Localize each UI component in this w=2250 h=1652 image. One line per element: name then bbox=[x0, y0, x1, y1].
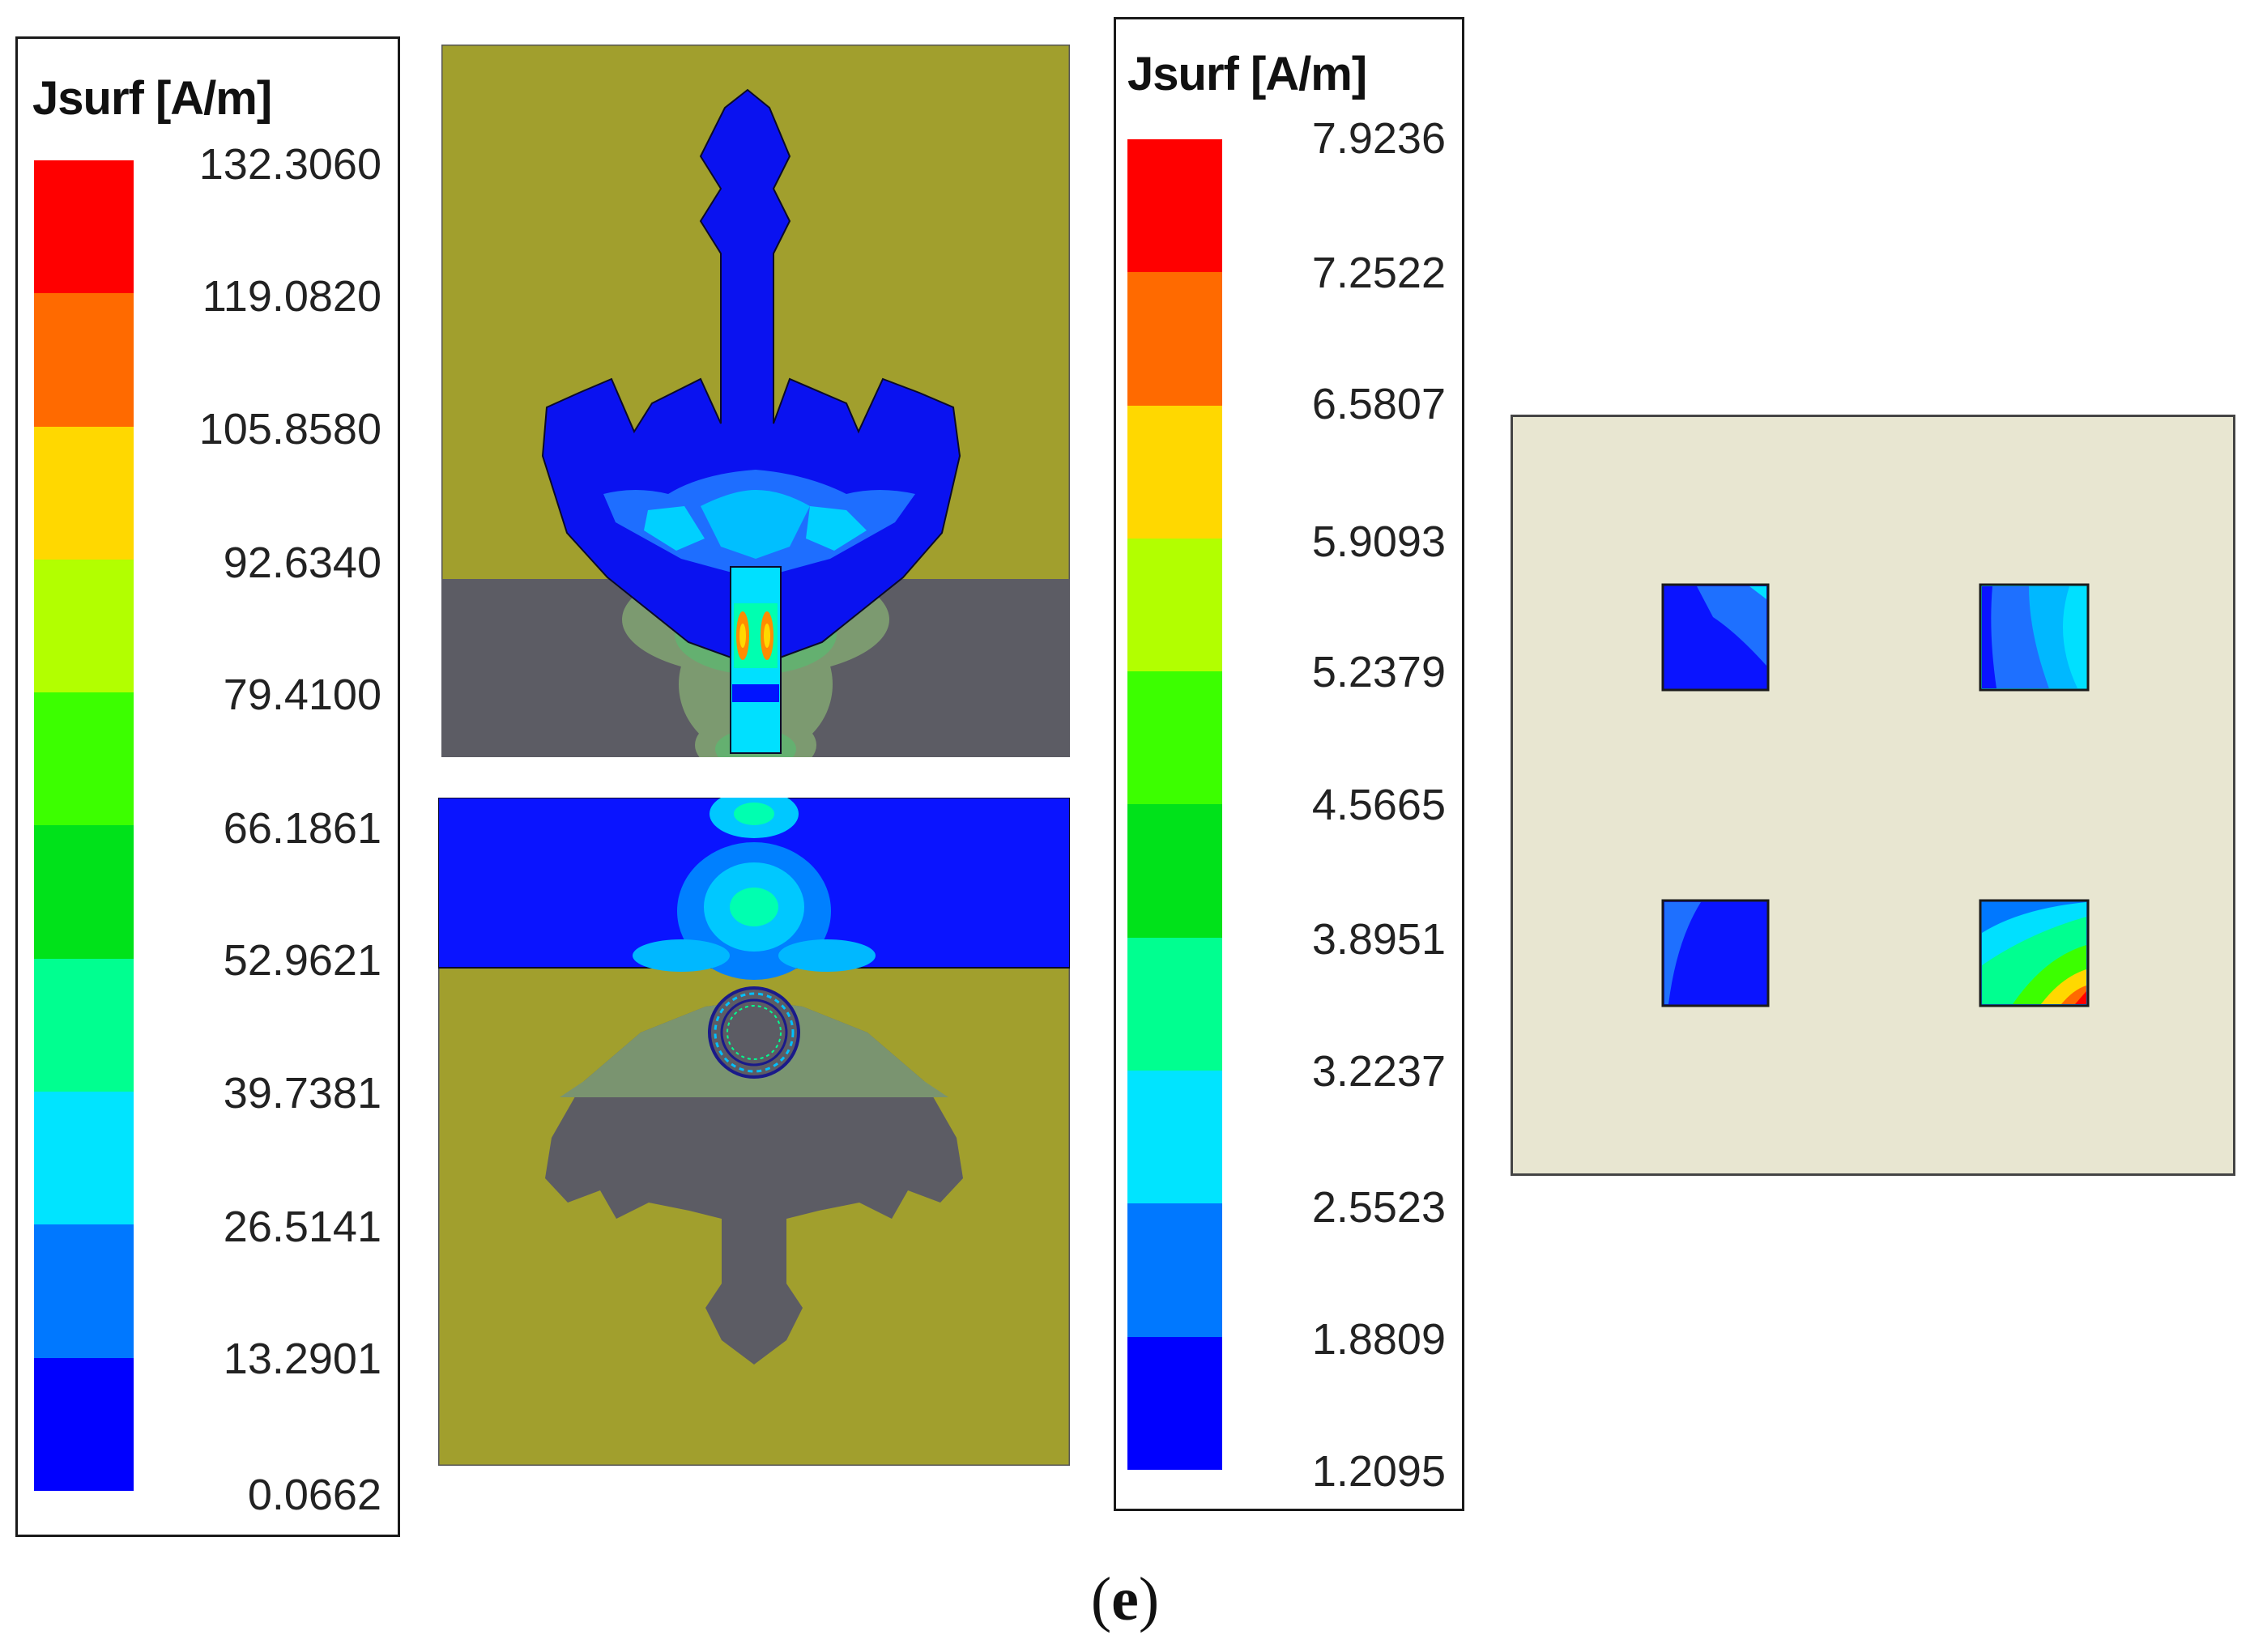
legend-swatch bbox=[1127, 1336, 1222, 1470]
back-plate bbox=[1511, 415, 2235, 1176]
legend-color-bar bbox=[1127, 139, 1222, 1470]
legend-label: 66.1861 bbox=[223, 804, 381, 853]
square-patch-bottom-right bbox=[1979, 899, 2090, 1007]
feed-line bbox=[730, 566, 782, 754]
legend-label: 39.7381 bbox=[223, 1069, 381, 1118]
legend-label: 92.6340 bbox=[223, 539, 381, 587]
legend-label: 52.9621 bbox=[223, 936, 381, 985]
legend-color-bar bbox=[34, 160, 134, 1491]
legend-swatch bbox=[34, 1357, 134, 1491]
square-patch-top-left bbox=[1661, 583, 1770, 692]
legend-label: 105.8580 bbox=[198, 405, 381, 453]
square-patch-top-right bbox=[1979, 583, 2090, 692]
legend-label: 1.2095 bbox=[1311, 1447, 1446, 1496]
legend-label: 0.0662 bbox=[247, 1471, 381, 1519]
legend-label: 7.2522 bbox=[1311, 249, 1446, 297]
legend-label: 26.5141 bbox=[223, 1203, 381, 1251]
legend-swatch bbox=[1127, 1071, 1222, 1204]
legend-label: 13.2901 bbox=[223, 1335, 381, 1383]
legend-label: 3.8951 bbox=[1311, 915, 1446, 964]
color-legend-right: Jsurf [A/m] 7.9236 7.2522 6.5807 5.9093 … bbox=[1114, 17, 1464, 1511]
current-distribution-top-view bbox=[441, 45, 1070, 757]
current-distribution-array-view bbox=[1511, 415, 2235, 1176]
legend-label: 79.4100 bbox=[223, 671, 381, 719]
legend-label: 3.2237 bbox=[1311, 1047, 1446, 1096]
legend-swatch bbox=[1127, 671, 1222, 805]
legend-label: 119.0820 bbox=[202, 272, 381, 321]
legend-label: 4.5665 bbox=[1311, 781, 1446, 829]
legend-swatch bbox=[34, 293, 134, 427]
legend-label: 132.3060 bbox=[198, 140, 381, 189]
caption-open: ( bbox=[1090, 1565, 1112, 1633]
feed-via-rings bbox=[708, 986, 800, 1079]
legend-swatch bbox=[34, 692, 134, 826]
legend-label: 5.9093 bbox=[1311, 517, 1446, 566]
figure-caption: (e) bbox=[0, 1565, 2250, 1635]
legend-swatch bbox=[34, 559, 134, 693]
square-patch-bottom-left bbox=[1661, 899, 1770, 1007]
legend-swatch bbox=[34, 160, 134, 294]
caption-letter: e bbox=[1111, 1565, 1139, 1633]
legend-swatch bbox=[1127, 538, 1222, 672]
legend-swatch bbox=[34, 1092, 134, 1225]
legend-swatch bbox=[34, 958, 134, 1092]
legend-swatch bbox=[1127, 405, 1222, 539]
legend-swatch bbox=[34, 1224, 134, 1358]
legend-swatch bbox=[34, 426, 134, 560]
current-distribution-bottom-view bbox=[438, 798, 1070, 1466]
legend-label: 1.8809 bbox=[1311, 1315, 1446, 1364]
legend-swatch bbox=[1127, 937, 1222, 1071]
radiating-patch bbox=[541, 88, 961, 668]
legend-label: 7.9236 bbox=[1311, 114, 1446, 163]
legend-swatch bbox=[1127, 272, 1222, 406]
ground-current-spots bbox=[633, 798, 876, 980]
legend-title: Jsurf [A/m] bbox=[32, 72, 272, 125]
color-legend-left: Jsurf [A/m] 132.3060 119.0820 105.8580 9… bbox=[15, 36, 400, 1537]
legend-swatch bbox=[34, 825, 134, 959]
legend-label: 2.5523 bbox=[1311, 1183, 1446, 1232]
legend-swatch bbox=[1127, 139, 1222, 273]
legend-swatch bbox=[1127, 804, 1222, 938]
legend-label: 5.2379 bbox=[1311, 648, 1446, 696]
legend-label: 6.5807 bbox=[1311, 380, 1446, 428]
legend-title: Jsurf [A/m] bbox=[1127, 48, 1367, 100]
legend-swatch bbox=[1127, 1203, 1222, 1337]
caption-close: ) bbox=[1138, 1565, 1160, 1633]
